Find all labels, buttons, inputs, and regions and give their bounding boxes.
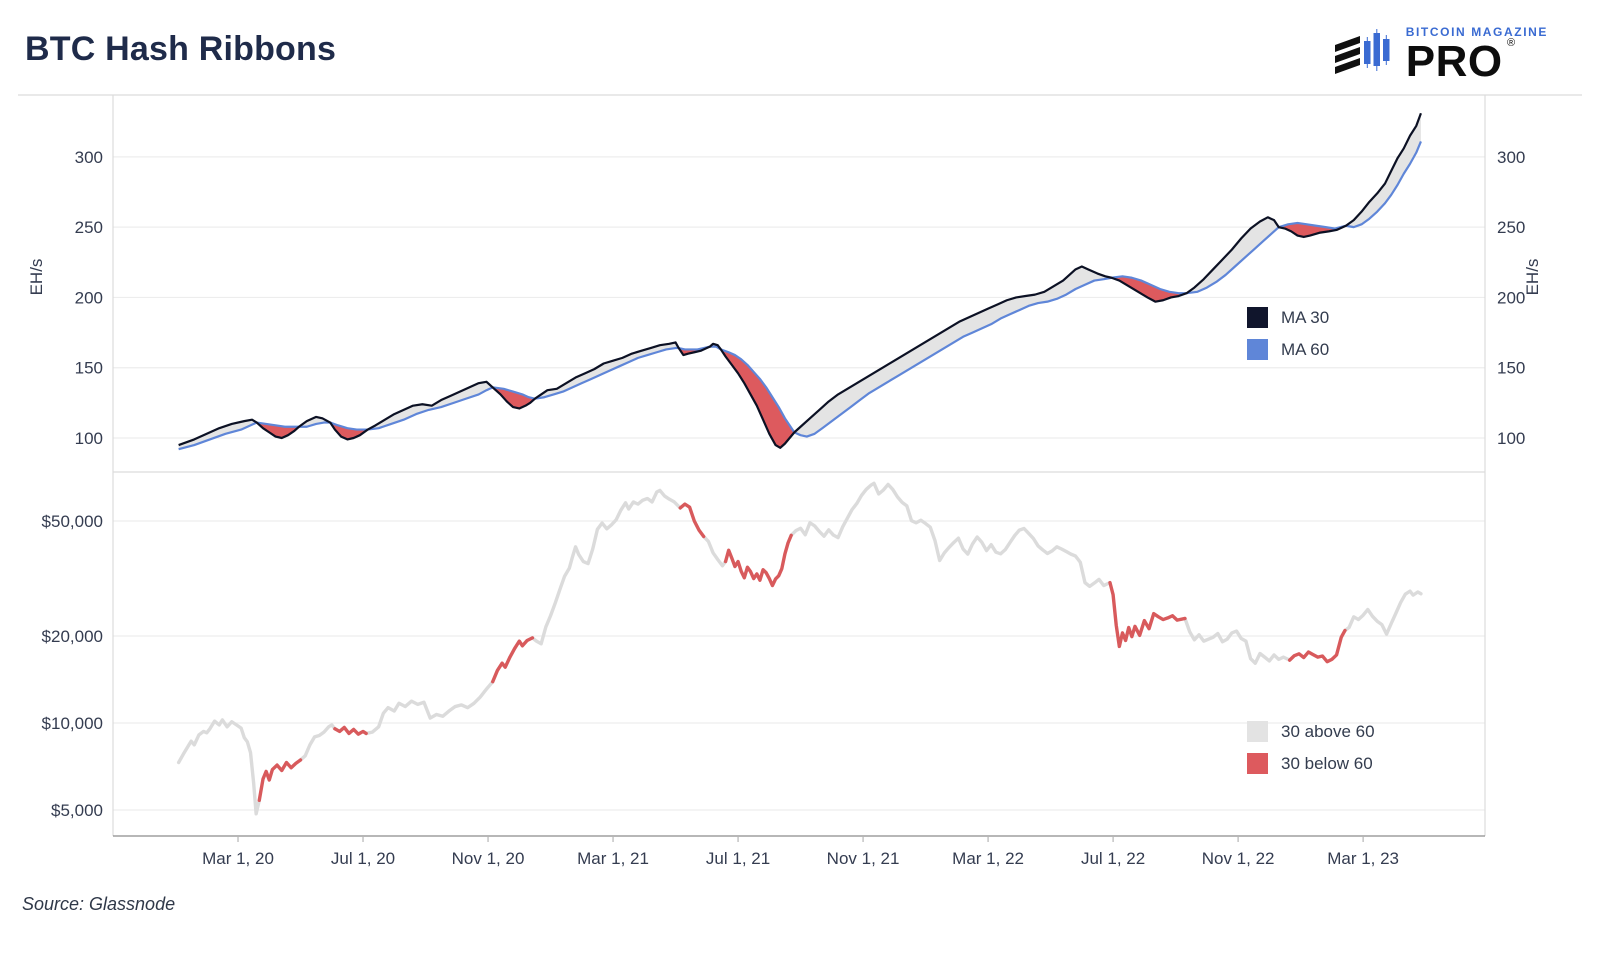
x-tick-label: Mar 1, 22 (952, 849, 1024, 868)
price-panel (176, 481, 1423, 816)
below-label: 30 below 60 (1281, 753, 1373, 773)
y-axis-title-right: EH/s (1523, 259, 1542, 296)
hash-panel (178, 112, 1422, 451)
price-line-below (1108, 580, 1187, 649)
source-note: Source: Glassnode (22, 894, 176, 914)
price-line-below (333, 725, 368, 736)
page-title: BTC Hash Ribbons (25, 30, 337, 68)
y-tick-label-right: 150 (1497, 359, 1525, 378)
below-swatch (1247, 753, 1268, 774)
x-tick-label: Mar 1, 21 (577, 849, 649, 868)
price-line-above (530, 488, 682, 646)
x-tick-label: Nov 1, 22 (1202, 849, 1275, 868)
ma60-label: MA 60 (1281, 339, 1330, 359)
logo-bars-icon (1332, 24, 1396, 85)
ma60-line (178, 140, 1422, 451)
y-tick-label-left: 200 (75, 288, 103, 307)
legend-row-below: 30 below 60 (1247, 753, 1375, 774)
logo-line2: PRO ® (1405, 36, 1516, 86)
price-tick-label: $50,000 (42, 512, 103, 531)
x-tick-label: Mar 1, 20 (202, 849, 274, 868)
y-tick-label-right: 200 (1497, 288, 1525, 307)
y-tick-label-right: 100 (1497, 429, 1525, 448)
price-line-below (257, 758, 303, 803)
price-line-below (491, 636, 535, 684)
ma30-swatch (1247, 307, 1268, 328)
price-line-below (678, 502, 706, 539)
price-line-below (723, 533, 793, 588)
price-line-above (789, 481, 1112, 589)
price-line-above (701, 534, 728, 568)
y-tick-label-left: 300 (75, 148, 103, 167)
price-tick-label: $5,000 (51, 801, 103, 820)
y-axis-title-left: EH/s (27, 259, 46, 296)
legend-row-above: 30 above 60 (1247, 721, 1375, 742)
x-tick-label: Nov 1, 20 (452, 849, 525, 868)
hash-legend: MA 30 MA 60 (1247, 307, 1329, 360)
price-line-above (364, 679, 495, 736)
ma60-swatch (1247, 339, 1268, 360)
axis-labels: 100 100 150 150 200 200 250 250 300 300 $5,000 $10,… (27, 148, 1542, 868)
price-line-below (1287, 628, 1347, 664)
x-tick-label: Jul 1, 20 (331, 849, 395, 868)
price-line-above (298, 723, 337, 762)
y-tick-label-right: 250 (1497, 218, 1525, 237)
logo-line1: BITCOIN MAGAZINE (1405, 24, 1548, 39)
price-tick-label: $20,000 (42, 627, 103, 646)
registered-mark: ® (1506, 36, 1516, 49)
gridlines (113, 156, 1485, 811)
x-tick-label: Nov 1, 21 (827, 849, 900, 868)
x-tick-label: Jul 1, 21 (706, 849, 770, 868)
price-line-above (176, 718, 261, 816)
legend-row-ma60: MA 60 (1247, 339, 1329, 360)
x-tick-label: Mar 1, 23 (1327, 849, 1399, 868)
ma30-line (178, 112, 1422, 449)
price-line-above (1343, 589, 1423, 636)
logo-text: BITCOIN MAGAZINE PRO ® (1406, 26, 1548, 84)
above-swatch (1247, 721, 1268, 742)
ribbon-above-fill (178, 113, 1421, 450)
price-tick-label: $10,000 (42, 714, 103, 733)
y-tick-label-left: 250 (75, 218, 103, 237)
axes (18, 94, 1582, 842)
bitcoin-magazine-pro-logo: BITCOIN MAGAZINE PRO ® (1332, 24, 1548, 85)
ribbon-below-fill (1111, 276, 1187, 302)
x-tick-label: Jul 1, 22 (1081, 849, 1145, 868)
price-legend: 30 above 60 30 below 60 (1247, 721, 1375, 774)
legend-row-ma30: MA 30 (1247, 307, 1329, 328)
y-tick-label-left: 150 (75, 359, 103, 378)
price-line-above (1183, 616, 1292, 665)
ribbon-below-fill (492, 387, 535, 409)
ma30-label: MA 30 (1281, 307, 1330, 327)
above-label: 30 above 60 (1281, 721, 1375, 741)
y-tick-label-left: 100 (75, 429, 103, 448)
y-tick-label-right: 300 (1497, 148, 1525, 167)
